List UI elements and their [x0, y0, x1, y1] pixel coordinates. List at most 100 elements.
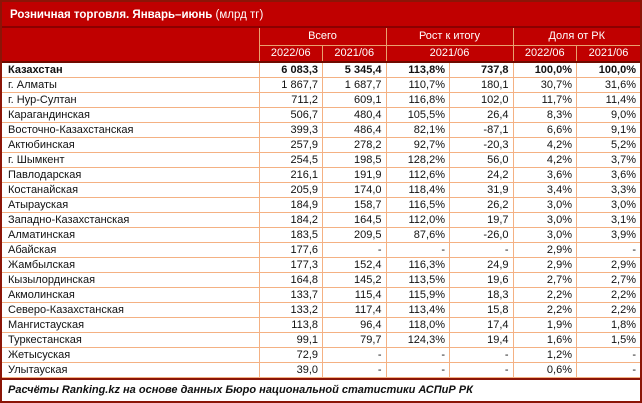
value-cell: 164,8	[258, 271, 323, 288]
value-cell: 174,0	[322, 181, 387, 198]
period-header-share-2022: 2022/06	[512, 44, 577, 63]
value-cell: 118,0%	[385, 316, 450, 333]
value-cell: 17,4	[449, 316, 514, 333]
value-cell: 133,7	[258, 286, 323, 303]
group-header-growth: Рост к итогу	[385, 28, 514, 46]
value-cell: 278,2	[322, 136, 387, 153]
value-cell: 2,9%	[576, 256, 640, 273]
value-cell: 30,7%	[512, 76, 577, 93]
table-row: г. Шымкент 254,5 198,5 128,2% 56,0 4,2% 3,7%	[2, 151, 640, 168]
value-cell: 5,2%	[576, 136, 640, 153]
value-cell: 3,0%	[512, 196, 577, 213]
value-cell: 100,0%	[512, 61, 577, 78]
value-cell: 209,5	[322, 226, 387, 243]
value-cell: 116,8%	[385, 91, 450, 108]
value-cell: 164,5	[322, 211, 387, 228]
value-cell: 87,6%	[385, 226, 450, 243]
value-cell: 24,9	[449, 256, 514, 273]
table-row: г. Алматы 1 867,7 1 687,7 110,7% 180,1 30,7% 3…	[2, 76, 640, 93]
value-cell: 3,7%	[576, 151, 640, 168]
region-cell: г. Нур-Султан	[2, 91, 260, 108]
value-cell: 113,8	[258, 316, 323, 333]
value-cell: 2,2%	[512, 301, 577, 318]
value-cell: -	[322, 241, 387, 258]
region-cell: Северо-Казахстанская	[2, 301, 260, 318]
value-cell: 18,3	[449, 286, 514, 303]
value-cell: -20,3	[449, 136, 514, 153]
table-row: Кызылординская 164,8 145,2 113,5% 19,6 2,7% 2,…	[2, 271, 640, 288]
value-cell: 609,1	[322, 91, 387, 108]
region-cell: Акмолинская	[2, 286, 260, 303]
value-cell: 1,5%	[576, 331, 640, 348]
period-header-share-2021: 2021/06	[576, 44, 640, 63]
value-cell: 124,3%	[385, 331, 450, 348]
value-cell: -	[576, 361, 640, 378]
table-row: Казахстан 6 083,3 5 345,4 113,8% 737,8 100,0%…	[2, 61, 640, 78]
value-cell: 24,2	[449, 166, 514, 183]
value-cell: 8,3%	[512, 106, 577, 123]
value-cell: -	[322, 346, 387, 363]
value-cell: -	[322, 361, 387, 378]
value-cell: 152,4	[322, 256, 387, 273]
table-row: Павлодарская 216,1 191,9 112,6% 24,2 3,6% 3,6%	[2, 166, 640, 183]
region-column-header	[2, 28, 260, 63]
period-header-growth-2021: 2021/06	[385, 44, 514, 63]
value-cell: 5 345,4	[322, 61, 387, 78]
value-cell: 486,4	[322, 121, 387, 138]
region-cell: г. Алматы	[2, 76, 260, 93]
value-cell: -87,1	[449, 121, 514, 138]
value-cell: 128,2%	[385, 151, 450, 168]
value-cell: 118,4%	[385, 181, 450, 198]
value-cell: -	[449, 241, 514, 258]
table-row: Восточно-Казахстанская 399,3 486,4 82,1% -87…	[2, 121, 640, 138]
table-row: Жамбылская 177,3 152,4 116,3% 24,9 2,9% 2,9%	[2, 256, 640, 273]
value-cell: 112,6%	[385, 166, 450, 183]
value-cell: 26,2	[449, 196, 514, 213]
value-cell: 3,9%	[576, 226, 640, 243]
region-cell: Улытауская	[2, 361, 260, 378]
region-cell: Кызылординская	[2, 271, 260, 288]
value-cell: -	[576, 346, 640, 363]
value-cell: 110,7%	[385, 76, 450, 93]
value-cell: 506,7	[258, 106, 323, 123]
value-cell: 100,0%	[576, 61, 640, 78]
table-row: Костанайская 205,9 174,0 118,4% 31,9 3,4% 3,3%	[2, 181, 640, 198]
value-cell: 2,2%	[576, 286, 640, 303]
value-cell: 2,9%	[512, 241, 577, 258]
value-cell: -	[449, 361, 514, 378]
value-cell: 183,5	[258, 226, 323, 243]
value-cell: 257,9	[258, 136, 323, 153]
table-row: Западно-Казахстанская 184,2 164,5 112,0% 19,…	[2, 211, 640, 228]
table-row: Мангистауская 113,8 96,4 118,0% 17,4 1,9% 1,8%	[2, 316, 640, 333]
value-cell: 31,9	[449, 181, 514, 198]
table-row: Актюбинская 257,9 278,2 92,7% -20,3 4,2% 5,2%	[2, 136, 640, 153]
value-cell: 117,4	[322, 301, 387, 318]
regions-data-table: Всего Рост к итогу Доля от РК 2022/06 20…	[2, 28, 640, 378]
value-cell: 3,4%	[512, 181, 577, 198]
region-cell: Жетысуская	[2, 346, 260, 363]
value-cell: 3,6%	[576, 166, 640, 183]
value-cell: 26,4	[449, 106, 514, 123]
value-cell: 2,7%	[576, 271, 640, 288]
value-cell: 198,5	[322, 151, 387, 168]
value-cell: 19,6	[449, 271, 514, 288]
value-cell: 15,8	[449, 301, 514, 318]
period-header-total-2021: 2021/06	[322, 44, 387, 63]
value-cell: 399,3	[258, 121, 323, 138]
table-row: Алматинская 183,5 209,5 87,6% -26,0 3,0% 3,9%	[2, 226, 640, 243]
value-cell: 115,4	[322, 286, 387, 303]
region-cell: Казахстан	[2, 61, 260, 78]
value-cell: 9,0%	[576, 106, 640, 123]
value-cell: 1 867,7	[258, 76, 323, 93]
value-cell: 216,1	[258, 166, 323, 183]
source-credit: Расчёты Ranking.kz на основе данных Бюро…	[2, 377, 640, 400]
value-cell: -	[385, 346, 450, 363]
value-cell: 6,6%	[512, 121, 577, 138]
value-cell: 31,6%	[576, 76, 640, 93]
value-cell: 113,8%	[385, 61, 450, 78]
value-cell: 19,7	[449, 211, 514, 228]
value-cell: 56,0	[449, 151, 514, 168]
region-cell: Карагандинская	[2, 106, 260, 123]
value-cell: 115,9%	[385, 286, 450, 303]
value-cell: 4,2%	[512, 136, 577, 153]
